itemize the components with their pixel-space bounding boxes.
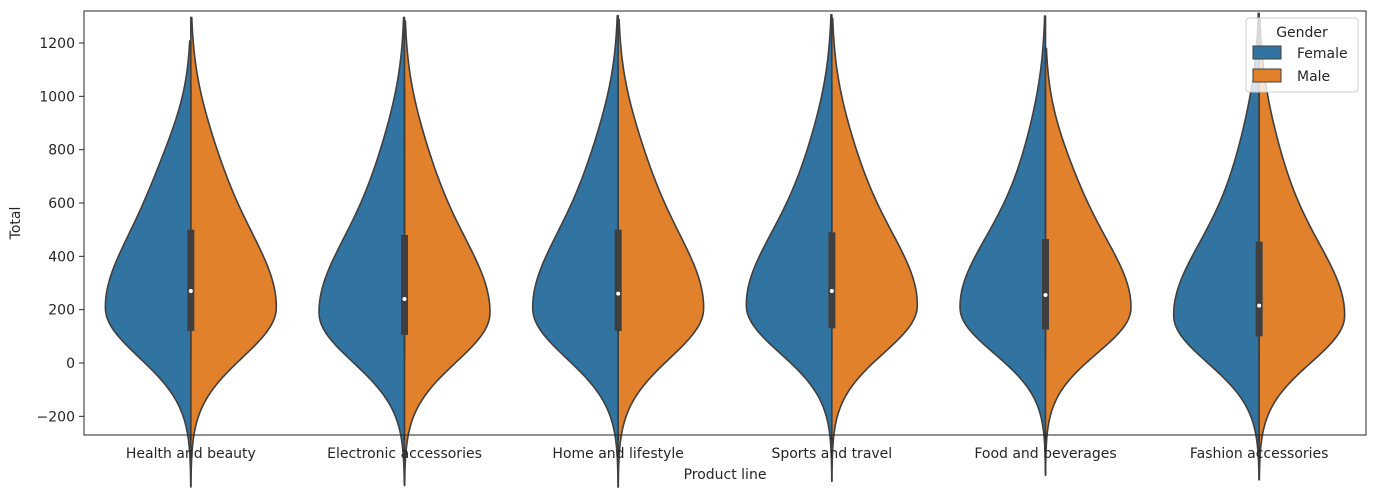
violin-half-female <box>959 15 1047 475</box>
violin-half-male <box>617 18 705 488</box>
violin-half-male <box>1044 47 1132 477</box>
legend: Gender Female Male <box>1245 17 1359 93</box>
plot-area <box>84 11 1366 435</box>
median-marker <box>1257 303 1262 308</box>
x-tick-label: Food and beverages <box>974 446 1116 462</box>
violin-half-male <box>831 17 919 482</box>
median-marker <box>1043 293 1048 297</box>
x-tick-label: Health and beauty <box>126 446 256 462</box>
legend-label-female: Female <box>1297 46 1348 62</box>
median-marker <box>402 297 407 301</box>
iqr-box <box>828 232 836 329</box>
y-tick-label: 800 <box>48 143 75 159</box>
y-tick-label: 1000 <box>39 89 75 105</box>
median-marker <box>188 289 193 293</box>
x-tick-label: Fashion accessories <box>1190 446 1329 462</box>
legend-label-male: Male <box>1297 69 1330 85</box>
x-tick-label: Electronic accessories <box>327 446 482 462</box>
violin-half-female <box>531 14 619 488</box>
y-tick-label: 200 <box>48 303 75 319</box>
plot-frame <box>83 10 1367 436</box>
legend-title: Gender <box>1276 25 1328 41</box>
legend-swatch-male <box>1252 68 1282 83</box>
median-marker <box>829 289 834 293</box>
iqr-box <box>1042 239 1049 330</box>
y-tick-label: 1200 <box>39 36 75 52</box>
violin-half-male <box>190 16 278 488</box>
y-axis: −200 0 200 400 600 800 1000 1200 <box>37 36 84 425</box>
x-axis-label: Product line <box>684 467 767 483</box>
y-tick-label: 400 <box>48 249 75 265</box>
y-tick-label: −200 <box>37 409 75 425</box>
x-tick-label: Home and lifestyle <box>552 446 683 462</box>
median-marker <box>616 291 621 296</box>
y-tick-label: 0 <box>66 356 75 372</box>
violin-half-female <box>104 40 192 487</box>
x-tick-label: Sports and travel <box>771 446 892 462</box>
iqr-box <box>401 235 408 335</box>
iqr-box <box>187 229 195 331</box>
violin-half-female <box>318 16 406 485</box>
violins-layer <box>104 12 1346 488</box>
y-tick-label: 600 <box>48 196 75 212</box>
iqr-box <box>614 229 622 331</box>
legend-swatch-female <box>1252 45 1282 60</box>
violin-half-female <box>745 13 833 482</box>
x-axis: Health and beauty Electronic accessories H… <box>126 435 1329 462</box>
iqr-box <box>1255 241 1263 337</box>
y-axis-label: Total <box>8 207 24 241</box>
boxes-layer <box>187 83 1263 359</box>
violin-half-male <box>403 20 491 487</box>
